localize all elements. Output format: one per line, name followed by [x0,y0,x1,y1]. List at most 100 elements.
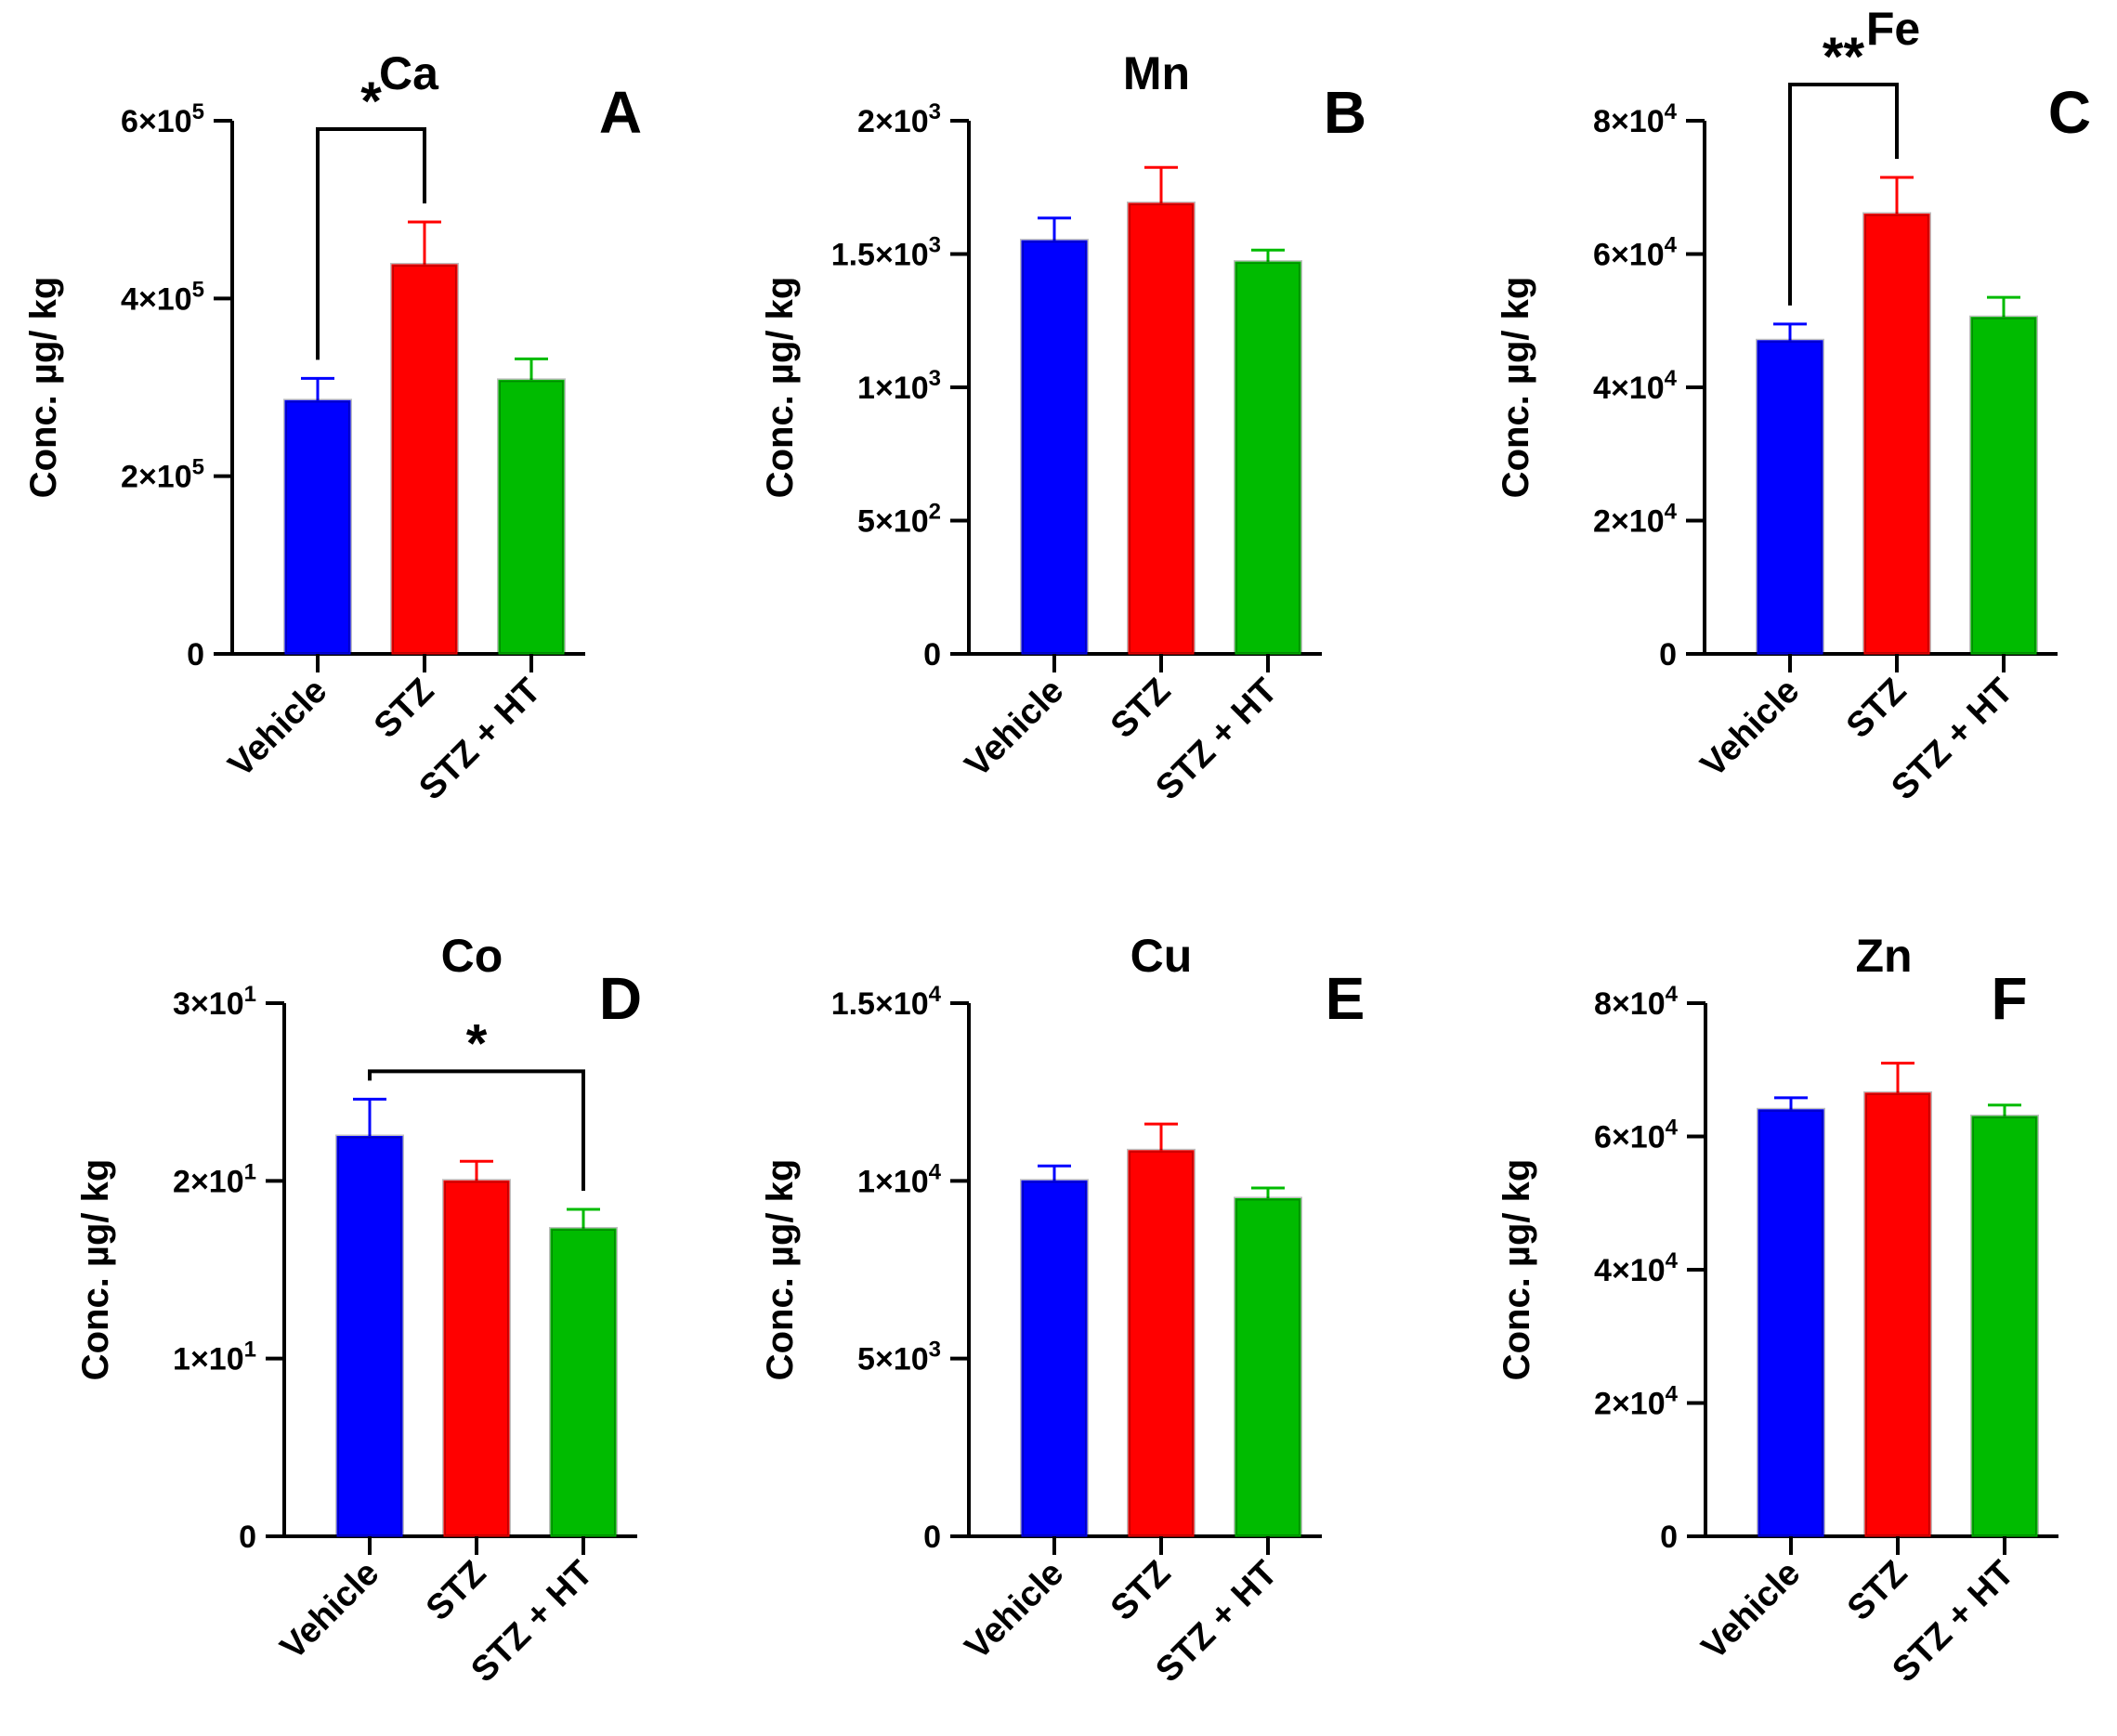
bar-vehicle [1757,1107,1825,1539]
y-tick-label: 4×105 [121,277,204,317]
x-tick-label: STZ [1839,672,1914,746]
x-tick-label: STZ [1840,1554,1914,1628]
y-tick-exponent: 4 [1666,1116,1679,1141]
y-tick-label: 1×103 [857,366,941,406]
bar-vehicle [1756,338,1824,656]
x-tick-label: STZ [419,1554,493,1628]
y-tick-exponent: 5 [192,99,204,124]
y-tick-exponent: 3 [929,1338,941,1363]
y-tick-label: 0 [923,637,941,672]
y-tick-mantissa: 1×10 [857,371,929,406]
y-tick-mantissa: 2×10 [173,1164,244,1199]
y-tick-label: 6×105 [121,99,204,139]
y-tick-exponent: 4 [1665,99,1678,124]
y-tick-exponent: 3 [929,233,941,258]
y-tick-mantissa: 5×10 [857,504,929,540]
panel-letter: F [1991,965,2027,1032]
y-tick-mantissa: 4×10 [121,281,192,317]
x-tick-label: Vehicle [958,1554,1071,1667]
bar-stz-ht [1234,1196,1302,1538]
y-tick-exponent: 4 [1665,233,1678,258]
x-tick-label: Vehicle [1693,672,1807,785]
y-tick-mantissa: 1.5×10 [831,986,929,1022]
y-axis-label: Conc. µg/ kg [1496,1159,1537,1381]
y-tick-mantissa: 0 [923,637,941,672]
y-axis-label: Conc. µg/ kg [1496,277,1536,499]
y-tick-mantissa: 2×10 [121,460,192,495]
y-tick-label: 2×103 [857,99,941,139]
bar-stz [1863,1090,1932,1539]
significance-label: ** [1823,27,1865,87]
y-tick-exponent: 1 [244,1338,256,1363]
significance-label: * [360,72,382,132]
y-tick-mantissa: 1×10 [857,1164,929,1199]
y-tick-mantissa: 4×10 [1594,1253,1666,1288]
bar-vehicle [1020,239,1089,656]
y-tick-exponent: 5 [192,455,204,480]
y-tick-mantissa: 6×10 [1594,1120,1666,1155]
y-tick-mantissa: 0 [923,1520,941,1555]
y-tick-label: 0 [923,1520,941,1555]
y-tick-mantissa: 4×10 [1593,371,1665,406]
y-axis-label: Conc. µg/ kg [75,1159,116,1381]
y-tick-mantissa: 6×10 [121,104,192,139]
panel-title: Mn [1123,47,1190,99]
y-tick-exponent: 4 [1666,1382,1679,1407]
y-tick-mantissa: 2×10 [1593,504,1665,540]
y-tick-label: 2×104 [1594,1382,1679,1422]
x-tick-label: Vehicle [958,672,1071,785]
y-tick-mantissa: 5×10 [857,1342,929,1377]
y-tick-exponent: 4 [1666,1248,1679,1273]
y-tick-mantissa: 0 [1659,637,1677,672]
panel-letter: B [1324,79,1366,146]
x-tick-label: STZ [1104,1554,1178,1628]
panel-letter: C [2048,79,2091,146]
y-tick-mantissa: 8×10 [1593,104,1665,139]
x-tick-label: Vehicle [1694,1554,1808,1667]
panel-title: Ca [379,47,439,99]
y-axis-label: Conc. µg/ kg [23,277,64,499]
y-tick-label: 0 [1660,1520,1678,1555]
significance-bracket [368,1069,585,1191]
y-tick-exponent: 1 [244,982,256,1007]
y-tick-mantissa: 1×10 [173,1342,244,1377]
y-tick-mantissa: 0 [187,637,204,672]
bar-stz-ht [1970,1114,2039,1538]
y-tick-exponent: 4 [929,1159,942,1184]
y-tick-label: 1.5×103 [831,233,941,273]
bar-stz-ht [549,1226,618,1538]
significance-bracket [316,127,426,360]
y-tick-label: 8×104 [1593,99,1678,139]
y-tick-label: 8×104 [1594,982,1679,1022]
y-tick-exponent: 1 [244,1159,256,1184]
significance-label: * [466,1013,488,1074]
panel-letter: D [599,965,642,1032]
y-tick-label: 4×104 [1594,1248,1679,1288]
bar-stz-ht [497,378,566,656]
y-tick-exponent: 2 [929,500,941,525]
significance-bracket [1788,82,1899,306]
bar-stz [1127,201,1196,656]
y-tick-exponent: 4 [1666,982,1679,1007]
y-tick-label: 5×103 [857,1338,941,1377]
y-tick-exponent: 4 [1665,366,1678,391]
bar-stz-ht [1969,315,2038,656]
y-tick-label: 5×102 [857,500,941,540]
y-tick-label: 0 [187,637,204,672]
y-axis-label: Conc. µg/ kg [760,1159,801,1381]
y-tick-mantissa: 2×10 [857,104,929,139]
y-axis-label: Conc. µg/ kg [760,277,801,499]
y-tick-label: 2×101 [173,1159,256,1199]
x-tick-label: STZ [1104,672,1178,746]
y-tick-mantissa: 3×10 [173,986,244,1022]
y-tick-label: 2×104 [1593,500,1678,540]
y-tick-mantissa: 1.5×10 [831,238,929,273]
y-tick-label: 2×105 [121,455,204,495]
bar-stz [1862,212,1931,656]
y-tick-exponent: 5 [192,277,204,302]
